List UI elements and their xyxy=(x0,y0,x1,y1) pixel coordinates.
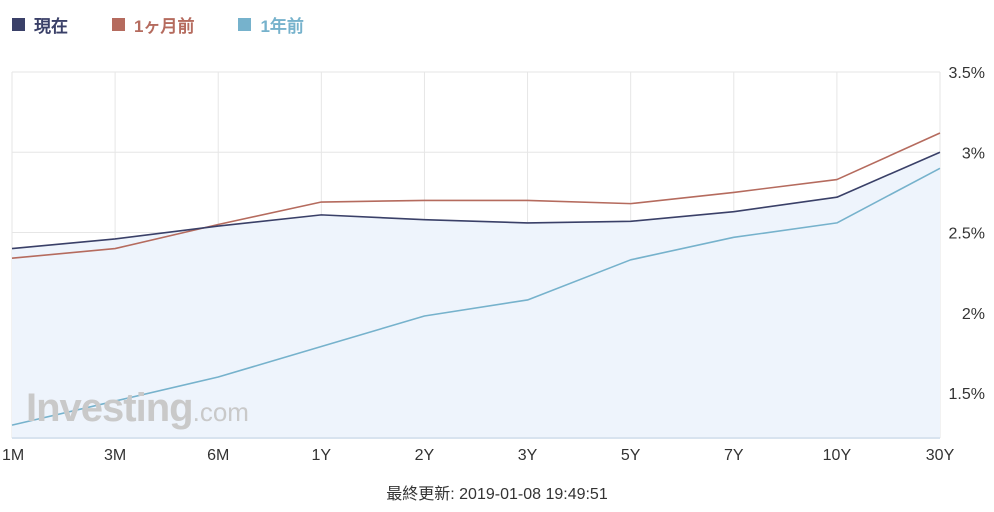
y-tick-label: 1.5% xyxy=(949,386,985,403)
x-tick-label: 7Y xyxy=(724,447,744,464)
x-tick-label: 2Y xyxy=(415,447,435,464)
legend-item-current[interactable]: 現在 xyxy=(12,12,68,37)
watermark-sub: .com xyxy=(192,397,249,427)
series-line-1-month-ago xyxy=(11,132,941,260)
legend-label-1-year-ago: 1年前 xyxy=(260,16,304,36)
x-tick-label: 1M xyxy=(2,447,24,464)
y-tick-label: 3% xyxy=(962,145,985,162)
lines-layer xyxy=(11,132,941,426)
x-tick-label: 30Y xyxy=(926,447,955,464)
x-tick-label: 6M xyxy=(207,447,229,464)
x-tick-label: 5Y xyxy=(621,447,641,464)
x-tick-label: 10Y xyxy=(823,447,852,464)
legend-label-current: 現在 xyxy=(34,16,68,36)
chart-legend: 現在 1ヶ月前 1年前 xyxy=(12,12,348,36)
y-tick-label: 2% xyxy=(962,306,985,323)
legend-item-1-month-ago[interactable]: 1ヶ月前 xyxy=(112,12,194,37)
legend-item-1-year-ago[interactable]: 1年前 xyxy=(238,12,304,37)
legend-swatch-1-year-ago xyxy=(238,17,252,31)
series-line-current xyxy=(11,151,941,250)
y-axis: 1.5% 2% 2.5% 3% 3.5% xyxy=(949,65,985,403)
investing-logo-watermark: Investing.com xyxy=(26,386,249,431)
x-tick-label: 1Y xyxy=(312,447,332,464)
y-tick-label: 3.5% xyxy=(949,65,985,82)
x-axis: 1M 3M 6M 1Y 2Y 3Y 5Y 7Y 10Y 30Y xyxy=(2,437,955,464)
series-line-1-year-ago xyxy=(11,167,941,426)
watermark-main: Investing xyxy=(26,386,194,430)
legend-swatch-1-month-ago xyxy=(112,17,125,31)
x-tick-label: 3M xyxy=(104,447,126,464)
last-updated-text: 最終更新: 2019-01-08 19:49:51 xyxy=(386,486,608,503)
x-tick-label: 3Y xyxy=(518,447,538,464)
y-tick-label: 2.5% xyxy=(949,226,985,243)
legend-swatch-current xyxy=(12,17,25,31)
legend-label-1-month-ago: 1ヶ月前 xyxy=(134,16,195,36)
